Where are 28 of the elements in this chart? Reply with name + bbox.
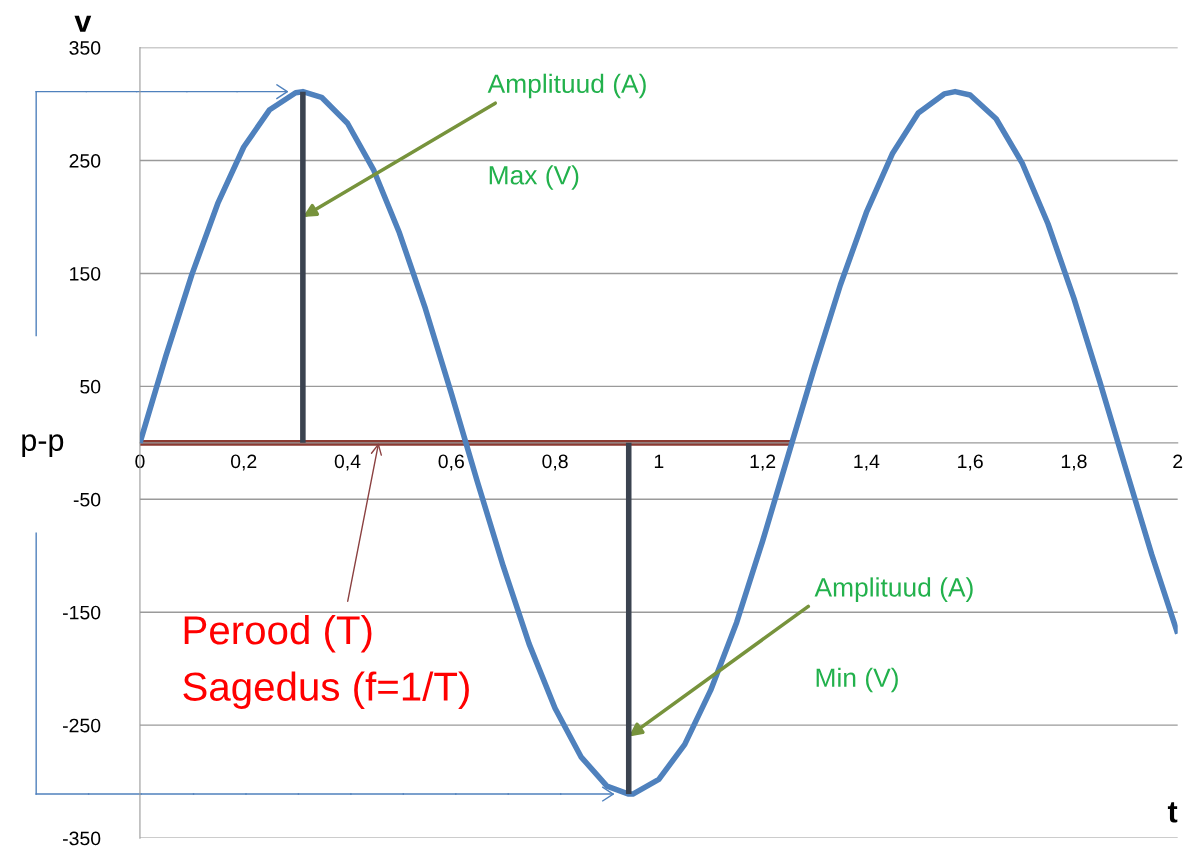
y-tick-label: -250	[63, 718, 101, 733]
annotation: Amplituud (A)	[487, 73, 646, 99]
x-tick-label: 1,4	[854, 454, 880, 471]
x-tick-label: 2	[1173, 454, 1183, 469]
y-tick-label: 150	[70, 266, 101, 281]
y-tick-label: -350	[63, 831, 101, 846]
x-tick-label: 1	[654, 454, 664, 469]
x-tick-label: 0,4	[334, 454, 361, 471]
x-tick-label: 0,6	[438, 454, 464, 471]
x-tick-label: 1,2	[750, 454, 776, 471]
text: p-p	[22, 434, 64, 458]
y-tick-label: 350	[69, 41, 101, 55]
y-tick-label: -50	[73, 492, 101, 507]
x-tick-label: 0,2	[230, 454, 257, 471]
x-axis-title: t	[1167, 802, 1178, 823]
annotation: Amplituud (A)	[814, 577, 973, 602]
x-tick-label: 1,8	[1061, 454, 1087, 471]
x-tick-label: 1,6	[958, 454, 983, 471]
x-tick-label: 0	[135, 454, 145, 469]
y-tick-label: 50	[80, 379, 101, 394]
y-axis-title: v	[74, 15, 92, 32]
annotation: Min (V)	[816, 667, 898, 693]
annotation: Max (V)	[489, 165, 579, 190]
y-tick-label: -150	[63, 605, 101, 620]
annotation: Sagedus (f=1/T)	[183, 671, 469, 709]
y-tick-label: 250	[69, 154, 101, 168]
x-tick-label: 0,8	[542, 454, 568, 471]
annotation: Perood (T)	[184, 614, 372, 653]
